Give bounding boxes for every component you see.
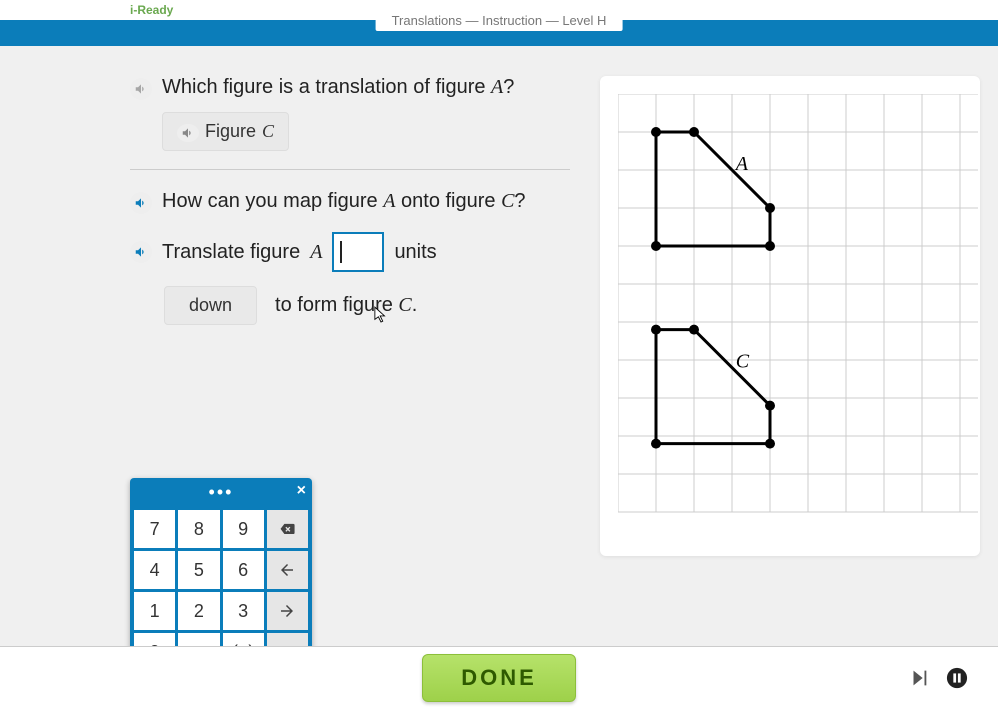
key-4[interactable]: 4 — [134, 551, 175, 589]
q2-post: ? — [514, 190, 525, 212]
key-5[interactable]: 5 — [178, 551, 219, 589]
q2-line1-post: units — [394, 241, 436, 264]
q2-line1-pre: Translate figure — [162, 241, 300, 264]
key-6[interactable]: 6 — [223, 551, 264, 589]
key-left[interactable] — [267, 551, 308, 589]
question-1-text: Which figure is a translation of figure … — [162, 76, 514, 99]
q2-line1-var: A — [310, 241, 322, 264]
units-input[interactable] — [332, 232, 384, 272]
audio-icon[interactable] — [177, 124, 199, 142]
coordinate-grid: AC — [618, 94, 978, 524]
q1-answer-var: C — [262, 121, 274, 142]
q1-answer-chip[interactable]: Figure C — [162, 112, 289, 151]
q2-line2-pre: to form figure — [275, 294, 398, 316]
key-right[interactable] — [267, 592, 308, 630]
direction-chip[interactable]: down — [164, 286, 257, 325]
keypad-header[interactable]: ••• × — [130, 478, 312, 506]
q1-var: A — [491, 76, 503, 98]
q1-post: ? — [503, 76, 514, 98]
key-1[interactable]: 1 — [134, 592, 175, 630]
svg-text:A: A — [734, 153, 749, 175]
key-backspace[interactable] — [267, 510, 308, 548]
q2-line2-var: C — [398, 294, 411, 316]
key-3[interactable]: 3 — [223, 592, 264, 630]
key-8[interactable]: 8 — [178, 510, 219, 548]
q2-var1: A — [383, 190, 395, 212]
q2-var2: C — [501, 190, 514, 212]
audio-icon[interactable] — [130, 78, 152, 100]
key-2[interactable]: 2 — [178, 592, 219, 630]
next-icon[interactable] — [908, 667, 930, 689]
question-2-text: How can you map figure A onto figure C? — [162, 190, 526, 213]
done-button[interactable]: DONE — [422, 654, 576, 702]
q2-pre: How can you map figure — [162, 190, 383, 212]
key-9[interactable]: 9 — [223, 510, 264, 548]
q2-line2-post: . — [412, 294, 418, 316]
coordinate-grid-card: AC — [600, 76, 980, 556]
breadcrumb: Translations — Instruction — Level H — [376, 10, 623, 31]
key-7[interactable]: 7 — [134, 510, 175, 548]
drag-handle-icon[interactable]: ••• — [209, 483, 234, 501]
svg-text:C: C — [736, 351, 750, 373]
q1-pre: Which figure is a translation of figure — [162, 76, 491, 98]
audio-icon[interactable] — [130, 192, 152, 214]
app-name-label: i-Ready — [130, 3, 173, 17]
title-bar: Translations — Instruction — Level H — [0, 20, 998, 46]
audio-icon[interactable] — [130, 241, 152, 263]
q1-answer-label: Figure — [205, 121, 256, 142]
close-icon[interactable]: × — [297, 482, 306, 500]
question-2-section: How can you map figure A onto figure C? … — [130, 190, 570, 325]
footer-bar: DONE — [0, 646, 998, 708]
question-1-section: Which figure is a translation of figure … — [130, 76, 570, 170]
q2-mid: onto figure — [395, 190, 501, 212]
pause-icon[interactable] — [946, 667, 968, 689]
